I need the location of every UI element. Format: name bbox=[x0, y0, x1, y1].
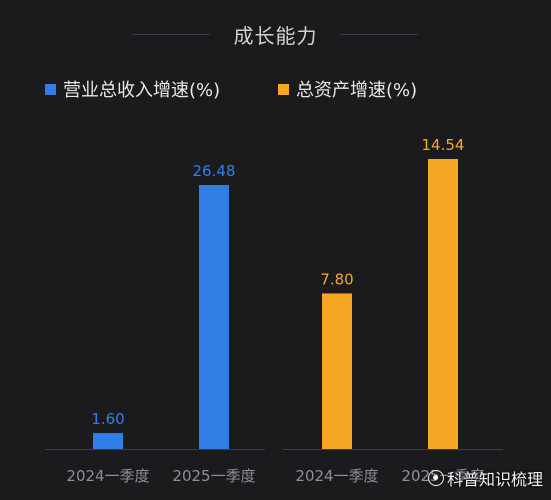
bar bbox=[428, 159, 458, 449]
legend-swatch-asset-growth bbox=[278, 83, 289, 95]
x-tick-label: 2025一季度 bbox=[172, 467, 255, 485]
title-divider-left bbox=[132, 34, 210, 35]
legend-label-asset-growth: 总资产增速(%) bbox=[296, 80, 418, 101]
chart-title-area: 成长能力 bbox=[0, 14, 551, 54]
title-divider-right bbox=[340, 34, 418, 35]
x-tick-label: 2024一季度 bbox=[66, 467, 149, 485]
legend-label-revenue-growth: 营业总收入增速(%) bbox=[63, 80, 221, 101]
x-tick-label: 2024一季度 bbox=[295, 467, 378, 485]
watermark-logo-icon bbox=[427, 470, 444, 486]
legend: 营业总收入增速(%) 总资产增速(%) bbox=[0, 76, 551, 104]
bar bbox=[199, 185, 229, 449]
legend-item-asset-growth[interactable]: 总资产增速(%) bbox=[278, 76, 417, 102]
data-label: 1.60 bbox=[91, 410, 124, 428]
legend-swatch-revenue-growth bbox=[45, 83, 56, 95]
bar bbox=[93, 433, 123, 449]
data-label: 7.80 bbox=[320, 270, 353, 288]
data-label: 14.54 bbox=[422, 136, 465, 154]
watermark-text: 科普知识梳理 bbox=[446, 470, 543, 489]
bar bbox=[322, 293, 352, 449]
legend-item-revenue-growth[interactable]: 营业总收入增速(%) bbox=[45, 76, 220, 102]
chart-title: 成长能力 bbox=[233, 24, 318, 48]
watermark: 科普知识梳理 bbox=[427, 466, 543, 490]
data-label: 26.48 bbox=[193, 162, 236, 180]
